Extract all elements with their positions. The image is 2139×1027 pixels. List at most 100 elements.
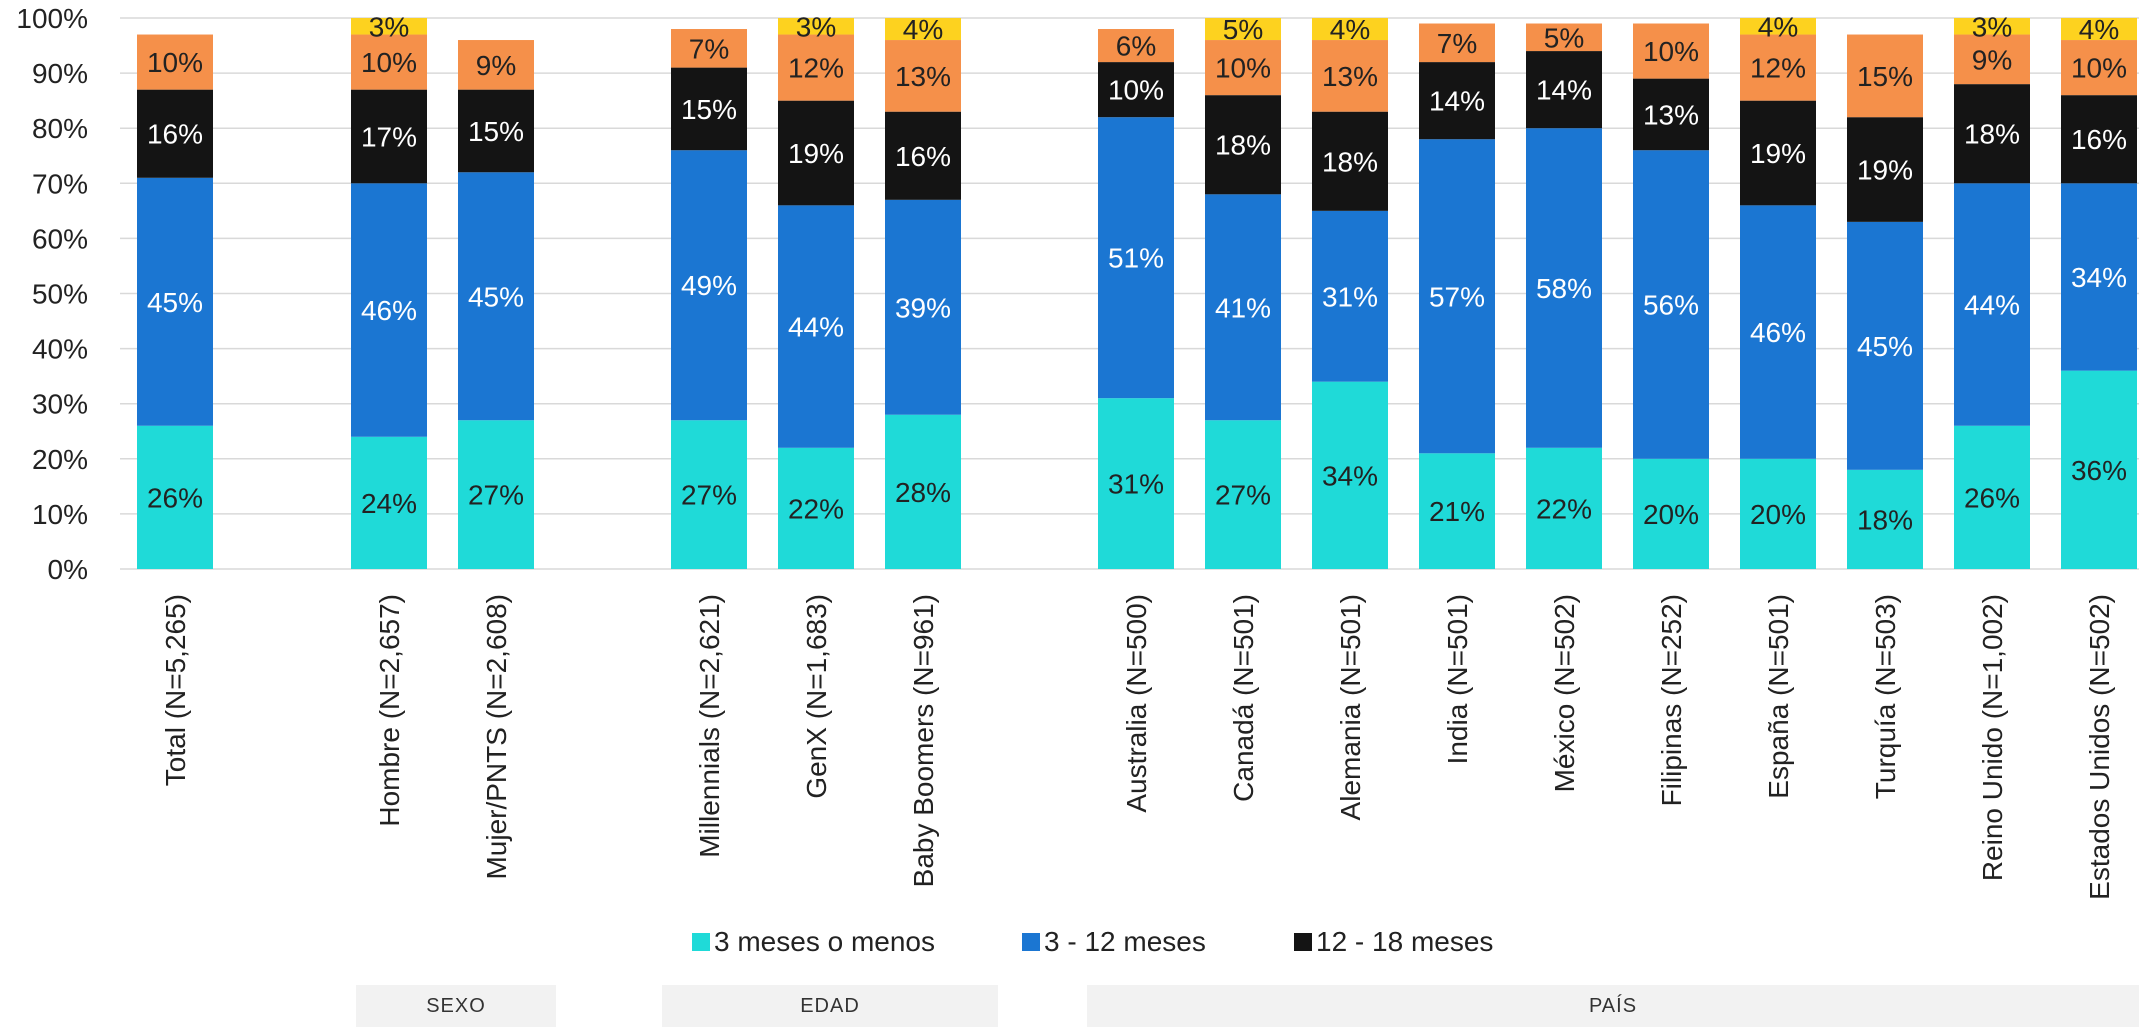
x-tick-label: Estados Unidos (N=502) bbox=[2084, 594, 2115, 900]
x-tick-label: Total (N=5,265) bbox=[160, 594, 191, 786]
bar-segment bbox=[2061, 40, 2137, 96]
bar-segment bbox=[1312, 18, 1388, 41]
legend-swatch-12-18-meses bbox=[1294, 933, 1312, 951]
bar-segment bbox=[1098, 29, 1174, 63]
bar-segment bbox=[1098, 398, 1174, 569]
bar-segment bbox=[137, 89, 213, 178]
group-label-edad: EDAD bbox=[662, 985, 998, 1027]
bar-segment bbox=[137, 177, 213, 426]
bar-segment bbox=[1312, 210, 1388, 382]
legend-swatch-3-meses-o-menos bbox=[692, 933, 710, 951]
bar-segment bbox=[1633, 23, 1709, 79]
bar-segment bbox=[1740, 205, 1816, 459]
bar-segment bbox=[351, 34, 427, 90]
data-label: 24% bbox=[361, 488, 417, 519]
bar-segment bbox=[137, 34, 213, 90]
data-label: 26% bbox=[147, 482, 203, 513]
x-tick-label: GenX (N=1,683) bbox=[801, 594, 832, 799]
data-label: 5% bbox=[1223, 14, 1263, 45]
bar-segment bbox=[885, 199, 961, 415]
data-label: 7% bbox=[689, 33, 729, 64]
bar-segment bbox=[1954, 34, 2030, 85]
data-label: 4% bbox=[1330, 14, 1370, 45]
data-label: 56% bbox=[1643, 290, 1699, 321]
data-label: 39% bbox=[895, 292, 951, 323]
data-label: 9% bbox=[1972, 44, 2012, 75]
bar-segment bbox=[1847, 117, 1923, 222]
data-label: 20% bbox=[1643, 499, 1699, 530]
x-tick-label: Australia (N=500) bbox=[1121, 594, 1152, 813]
data-label: 18% bbox=[1857, 504, 1913, 535]
bar-segment bbox=[2061, 183, 2137, 371]
data-label: 16% bbox=[2071, 124, 2127, 155]
bar-segment bbox=[885, 40, 961, 112]
bar-segment bbox=[1312, 381, 1388, 569]
data-label: 17% bbox=[361, 121, 417, 152]
y-tick-label: 50% bbox=[32, 279, 88, 310]
data-label: 18% bbox=[1964, 119, 2020, 150]
data-label: 10% bbox=[147, 47, 203, 78]
bar-segments: 26%45%16%10%24%46%17%10%3%27%45%15%9%27%… bbox=[137, 11, 2137, 569]
data-label: 5% bbox=[1544, 22, 1584, 53]
data-label: 4% bbox=[2079, 14, 2119, 45]
x-tick-label: Alemania (N=501) bbox=[1335, 594, 1366, 820]
data-label: 13% bbox=[1322, 61, 1378, 92]
data-label: 4% bbox=[903, 14, 943, 45]
bar-segment bbox=[778, 205, 854, 448]
legend-label-12-18-meses: 12 - 18 meses bbox=[1316, 926, 1494, 957]
data-label: 10% bbox=[361, 47, 417, 78]
bar-segment bbox=[1954, 84, 2030, 184]
data-label: 15% bbox=[681, 94, 737, 125]
bar-segment bbox=[1633, 150, 1709, 459]
y-tick-label: 90% bbox=[32, 58, 88, 89]
data-label: 10% bbox=[1215, 53, 1271, 84]
bar-segment bbox=[351, 183, 427, 437]
data-label: 45% bbox=[468, 281, 524, 312]
y-tick-label: 40% bbox=[32, 334, 88, 365]
data-label: 20% bbox=[1750, 499, 1806, 530]
bar-segment bbox=[1847, 221, 1923, 470]
bar-total-n-5-265: 26% 45% 16% 10% bbox=[137, 34, 213, 569]
bar-segment bbox=[1954, 18, 2030, 35]
bar-segment bbox=[1740, 100, 1816, 206]
bar-segment bbox=[2061, 95, 2137, 184]
bar-espana-n-501: 20% 46% 19% 12% 4% bbox=[1740, 11, 1816, 569]
x-tick-label: Reino Unido (N=1,002) bbox=[1977, 594, 2008, 881]
bar-segment bbox=[1312, 111, 1388, 211]
bar-segment bbox=[1205, 40, 1281, 96]
data-label: 13% bbox=[895, 61, 951, 92]
bar-segment bbox=[458, 40, 534, 90]
data-label: 27% bbox=[468, 480, 524, 511]
y-tick-label: 10% bbox=[32, 499, 88, 530]
data-label: 58% bbox=[1536, 273, 1592, 304]
y-tick-label: 80% bbox=[32, 113, 88, 144]
legend-label-3-meses-o-menos: 3 meses o menos bbox=[714, 926, 935, 957]
legend-item-3-meses-o-menos: 3 meses o menos bbox=[692, 926, 935, 958]
x-tick-label: Canadá (N=501) bbox=[1228, 594, 1259, 802]
data-label: 34% bbox=[1322, 460, 1378, 491]
bar-segment bbox=[351, 436, 427, 569]
data-label: 10% bbox=[1643, 36, 1699, 67]
data-label: 7% bbox=[1437, 28, 1477, 59]
x-tick-label: Mujer/PNTS (N=2,608) bbox=[481, 594, 512, 880]
data-label: 3% bbox=[369, 11, 409, 42]
data-label: 44% bbox=[1964, 290, 2020, 321]
data-label: 14% bbox=[1429, 86, 1485, 117]
bar-segment bbox=[1098, 117, 1174, 399]
bar-segment bbox=[1526, 23, 1602, 52]
bar-segment bbox=[1205, 420, 1281, 569]
group-label-pais: PAÍS bbox=[1087, 985, 2139, 1027]
x-tick-label: India (N=501) bbox=[1442, 594, 1473, 764]
data-label: 14% bbox=[1536, 75, 1592, 106]
data-label: 28% bbox=[895, 477, 951, 508]
bar-segment bbox=[458, 172, 534, 421]
data-label: 31% bbox=[1322, 281, 1378, 312]
data-label: 12% bbox=[788, 53, 844, 84]
bar-segment bbox=[1205, 18, 1281, 41]
bar-australia-n-500: 31% 51% 10% 6% bbox=[1098, 29, 1174, 569]
data-label: 26% bbox=[1964, 482, 2020, 513]
data-label: 18% bbox=[1215, 130, 1271, 161]
y-tick-label: 20% bbox=[32, 444, 88, 475]
bar-segment bbox=[1633, 458, 1709, 569]
bar-segment bbox=[1740, 34, 1816, 101]
